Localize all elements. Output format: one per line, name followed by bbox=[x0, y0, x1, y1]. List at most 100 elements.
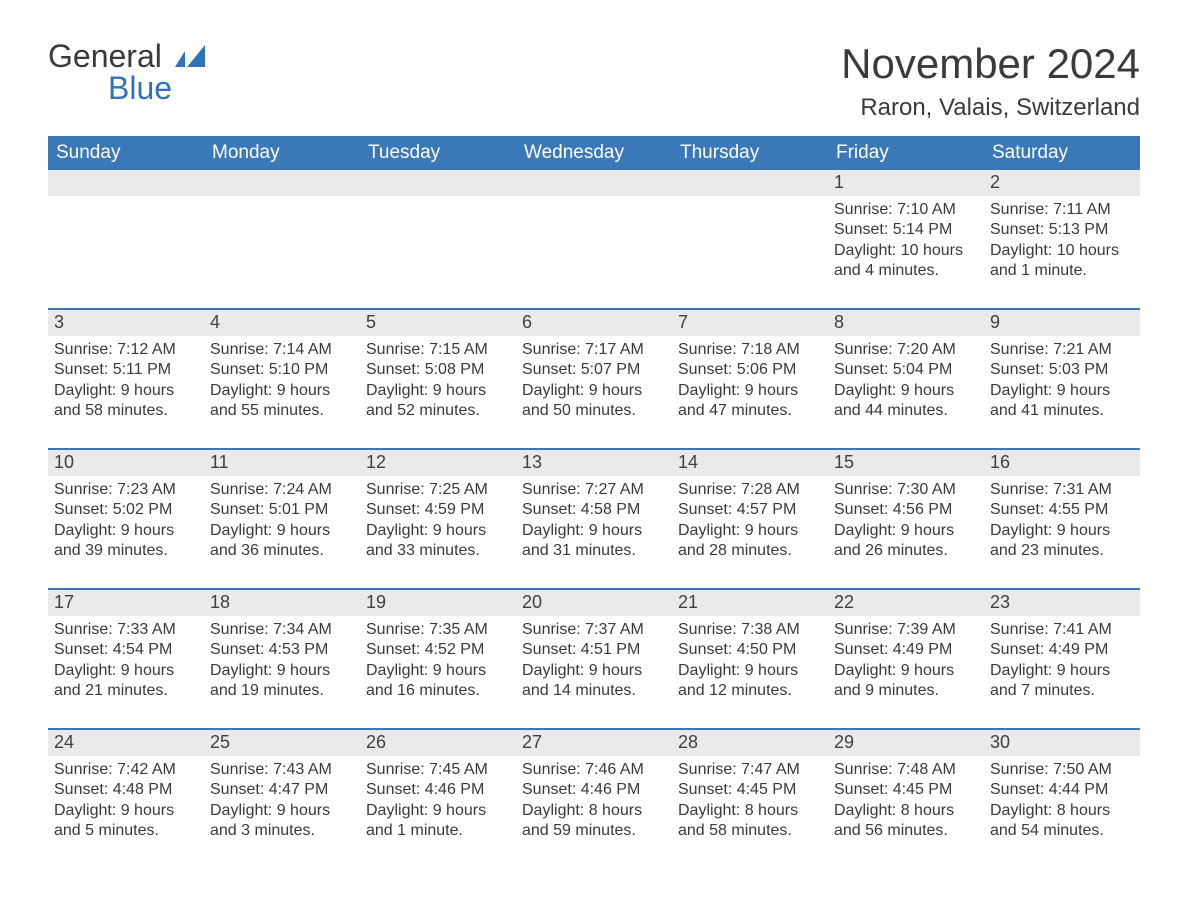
day-details: Sunrise: 7:34 AMSunset: 4:53 PMDaylight:… bbox=[204, 616, 360, 708]
day-number: 10 bbox=[48, 450, 204, 476]
day-cell: 11Sunrise: 7:24 AMSunset: 5:01 PMDayligh… bbox=[204, 450, 360, 570]
daylight-line: Daylight: 9 hours and 28 minutes. bbox=[678, 521, 822, 562]
sunset-line: Sunset: 5:14 PM bbox=[834, 220, 978, 240]
day-number: 8 bbox=[828, 310, 984, 336]
sunrise-line: Sunrise: 7:47 AM bbox=[678, 760, 822, 780]
sunrise-line: Sunrise: 7:34 AM bbox=[210, 620, 354, 640]
day-details: Sunrise: 7:48 AMSunset: 4:45 PMDaylight:… bbox=[828, 756, 984, 848]
day-number: 5 bbox=[360, 310, 516, 336]
daylight-line: Daylight: 9 hours and 47 minutes. bbox=[678, 381, 822, 422]
daylight-line: Daylight: 9 hours and 58 minutes. bbox=[54, 381, 198, 422]
day-details: Sunrise: 7:43 AMSunset: 4:47 PMDaylight:… bbox=[204, 756, 360, 848]
day-cell: 14Sunrise: 7:28 AMSunset: 4:57 PMDayligh… bbox=[672, 450, 828, 570]
sunset-line: Sunset: 5:03 PM bbox=[990, 360, 1134, 380]
daylight-line: Daylight: 10 hours and 4 minutes. bbox=[834, 241, 978, 282]
day-cell: 21Sunrise: 7:38 AMSunset: 4:50 PMDayligh… bbox=[672, 590, 828, 710]
dow-thursday: Thursday bbox=[672, 136, 828, 170]
daylight-line: Daylight: 9 hours and 52 minutes. bbox=[366, 381, 510, 422]
daylight-line: Daylight: 9 hours and 7 minutes. bbox=[990, 661, 1134, 702]
day-details: Sunrise: 7:12 AMSunset: 5:11 PMDaylight:… bbox=[48, 336, 204, 428]
sunset-line: Sunset: 4:45 PM bbox=[678, 780, 822, 800]
day-cell bbox=[48, 170, 204, 290]
day-details bbox=[204, 196, 360, 206]
sunset-line: Sunset: 4:48 PM bbox=[54, 780, 198, 800]
sunset-line: Sunset: 4:53 PM bbox=[210, 640, 354, 660]
day-details: Sunrise: 7:17 AMSunset: 5:07 PMDaylight:… bbox=[516, 336, 672, 428]
week-row: 1Sunrise: 7:10 AMSunset: 5:14 PMDaylight… bbox=[48, 170, 1140, 290]
daylight-line: Daylight: 8 hours and 59 minutes. bbox=[522, 801, 666, 842]
day-details: Sunrise: 7:18 AMSunset: 5:06 PMDaylight:… bbox=[672, 336, 828, 428]
day-number: 27 bbox=[516, 730, 672, 756]
day-cell: 16Sunrise: 7:31 AMSunset: 4:55 PMDayligh… bbox=[984, 450, 1140, 570]
sunrise-line: Sunrise: 7:42 AM bbox=[54, 760, 198, 780]
day-cell: 18Sunrise: 7:34 AMSunset: 4:53 PMDayligh… bbox=[204, 590, 360, 710]
sunrise-line: Sunrise: 7:24 AM bbox=[210, 480, 354, 500]
sunset-line: Sunset: 5:11 PM bbox=[54, 360, 198, 380]
day-number bbox=[48, 170, 204, 196]
day-cell: 26Sunrise: 7:45 AMSunset: 4:46 PMDayligh… bbox=[360, 730, 516, 850]
day-cell: 5Sunrise: 7:15 AMSunset: 5:08 PMDaylight… bbox=[360, 310, 516, 430]
sunrise-line: Sunrise: 7:33 AM bbox=[54, 620, 198, 640]
day-number: 23 bbox=[984, 590, 1140, 616]
week-row: 10Sunrise: 7:23 AMSunset: 5:02 PMDayligh… bbox=[48, 448, 1140, 570]
daylight-line: Daylight: 9 hours and 39 minutes. bbox=[54, 521, 198, 562]
day-number: 9 bbox=[984, 310, 1140, 336]
day-cell bbox=[672, 170, 828, 290]
sunset-line: Sunset: 5:08 PM bbox=[366, 360, 510, 380]
daylight-line: Daylight: 9 hours and 1 minute. bbox=[366, 801, 510, 842]
sunset-line: Sunset: 4:54 PM bbox=[54, 640, 198, 660]
brand-line1: General bbox=[48, 38, 162, 74]
day-cell: 30Sunrise: 7:50 AMSunset: 4:44 PMDayligh… bbox=[984, 730, 1140, 850]
sunrise-line: Sunrise: 7:48 AM bbox=[834, 760, 978, 780]
sunset-line: Sunset: 4:51 PM bbox=[522, 640, 666, 660]
sunset-line: Sunset: 5:04 PM bbox=[834, 360, 978, 380]
day-cell: 22Sunrise: 7:39 AMSunset: 4:49 PMDayligh… bbox=[828, 590, 984, 710]
day-cell: 24Sunrise: 7:42 AMSunset: 4:48 PMDayligh… bbox=[48, 730, 204, 850]
brand-text: General Blue bbox=[48, 40, 209, 104]
day-number bbox=[204, 170, 360, 196]
day-cell: 12Sunrise: 7:25 AMSunset: 4:59 PMDayligh… bbox=[360, 450, 516, 570]
day-cell: 7Sunrise: 7:18 AMSunset: 5:06 PMDaylight… bbox=[672, 310, 828, 430]
day-details: Sunrise: 7:27 AMSunset: 4:58 PMDaylight:… bbox=[516, 476, 672, 568]
day-of-week-row: Sunday Monday Tuesday Wednesday Thursday… bbox=[48, 136, 1140, 170]
day-number: 3 bbox=[48, 310, 204, 336]
day-cell: 19Sunrise: 7:35 AMSunset: 4:52 PMDayligh… bbox=[360, 590, 516, 710]
sunset-line: Sunset: 4:45 PM bbox=[834, 780, 978, 800]
location: Raron, Valais, Switzerland bbox=[841, 94, 1140, 122]
title-block: November 2024 Raron, Valais, Switzerland bbox=[841, 40, 1140, 122]
sunrise-line: Sunrise: 7:21 AM bbox=[990, 340, 1134, 360]
daylight-line: Daylight: 9 hours and 44 minutes. bbox=[834, 381, 978, 422]
day-number: 22 bbox=[828, 590, 984, 616]
sunset-line: Sunset: 4:44 PM bbox=[990, 780, 1134, 800]
sunset-line: Sunset: 4:55 PM bbox=[990, 500, 1134, 520]
sunset-line: Sunset: 5:10 PM bbox=[210, 360, 354, 380]
sunrise-line: Sunrise: 7:35 AM bbox=[366, 620, 510, 640]
day-cell bbox=[360, 170, 516, 290]
brand-line2: Blue bbox=[108, 70, 172, 106]
sunset-line: Sunset: 4:52 PM bbox=[366, 640, 510, 660]
dow-tuesday: Tuesday bbox=[360, 136, 516, 170]
daylight-line: Daylight: 8 hours and 58 minutes. bbox=[678, 801, 822, 842]
day-number: 4 bbox=[204, 310, 360, 336]
month-title: November 2024 bbox=[841, 40, 1140, 88]
day-number: 12 bbox=[360, 450, 516, 476]
sunset-line: Sunset: 4:56 PM bbox=[834, 500, 978, 520]
day-cell: 23Sunrise: 7:41 AMSunset: 4:49 PMDayligh… bbox=[984, 590, 1140, 710]
day-details: Sunrise: 7:45 AMSunset: 4:46 PMDaylight:… bbox=[360, 756, 516, 848]
daylight-line: Daylight: 9 hours and 23 minutes. bbox=[990, 521, 1134, 562]
day-number: 20 bbox=[516, 590, 672, 616]
sunset-line: Sunset: 4:49 PM bbox=[990, 640, 1134, 660]
week-row: 24Sunrise: 7:42 AMSunset: 4:48 PMDayligh… bbox=[48, 728, 1140, 850]
day-cell: 13Sunrise: 7:27 AMSunset: 4:58 PMDayligh… bbox=[516, 450, 672, 570]
day-number bbox=[516, 170, 672, 196]
day-details bbox=[360, 196, 516, 206]
day-number: 15 bbox=[828, 450, 984, 476]
sunset-line: Sunset: 4:46 PM bbox=[366, 780, 510, 800]
daylight-line: Daylight: 8 hours and 56 minutes. bbox=[834, 801, 978, 842]
day-details: Sunrise: 7:42 AMSunset: 4:48 PMDaylight:… bbox=[48, 756, 204, 848]
sunrise-line: Sunrise: 7:17 AM bbox=[522, 340, 666, 360]
daylight-line: Daylight: 10 hours and 1 minute. bbox=[990, 241, 1134, 282]
sunrise-line: Sunrise: 7:23 AM bbox=[54, 480, 198, 500]
day-details: Sunrise: 7:11 AMSunset: 5:13 PMDaylight:… bbox=[984, 196, 1140, 288]
sunrise-line: Sunrise: 7:39 AM bbox=[834, 620, 978, 640]
